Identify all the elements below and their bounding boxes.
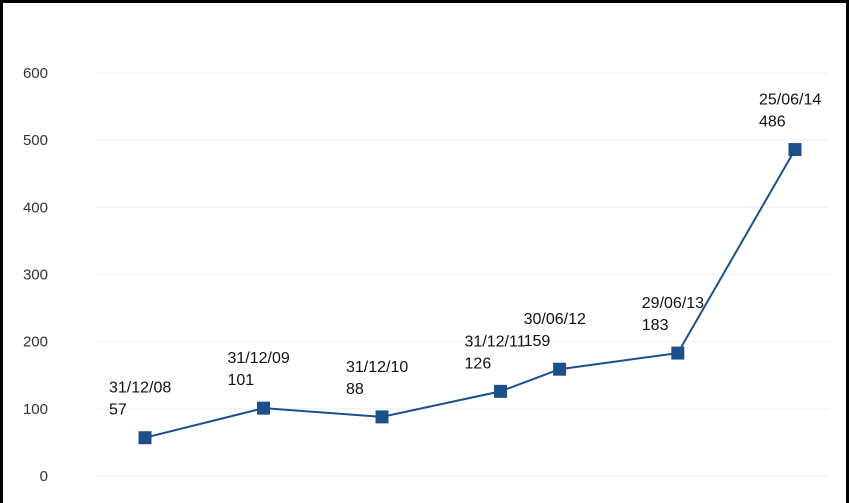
data-point-marker: [494, 384, 508, 398]
data-label-date: 31/12/08: [109, 380, 171, 397]
data-labels: 31/12/085731/12/0910131/12/108831/12/111…: [109, 92, 821, 419]
y-tick-label: 200: [23, 334, 48, 351]
data-point-marker: [375, 410, 389, 424]
data-point-marker: [138, 431, 152, 445]
data-label-value: 159: [524, 333, 551, 350]
data-label-value: 101: [228, 372, 255, 389]
y-axis: 0 100 200 300 400 500 600: [23, 65, 48, 485]
y-tick-label: 400: [23, 199, 48, 216]
data-point-marker: [788, 143, 802, 157]
data-label-date: 25/06/14: [759, 92, 821, 109]
data-label-date: 31/12/11: [465, 333, 526, 350]
data-label-value: 126: [465, 355, 492, 372]
data-point-marker: [553, 362, 567, 376]
y-tick-label: 500: [23, 132, 48, 149]
series-line-group: [138, 143, 802, 445]
data-label-value: 486: [759, 114, 786, 131]
data-label-date: 30/06/12: [524, 311, 586, 328]
data-label-date: 29/06/13: [642, 295, 704, 312]
data-point-marker: [671, 346, 685, 360]
data-label-date: 31/12/10: [346, 359, 408, 376]
y-tick-label: 100: [23, 401, 48, 418]
data-label-date: 31/12/09: [228, 350, 290, 367]
y-tick-label: 300: [23, 267, 48, 284]
series-line: [144, 149, 796, 439]
data-label-value: 88: [346, 381, 364, 398]
gridlines: [95, 72, 830, 477]
data-point-marker: [257, 401, 271, 415]
y-tick-label: 600: [23, 65, 48, 82]
y-tick-label: 0: [40, 468, 48, 485]
data-label-value: 183: [642, 317, 669, 334]
data-label-value: 57: [109, 402, 127, 419]
